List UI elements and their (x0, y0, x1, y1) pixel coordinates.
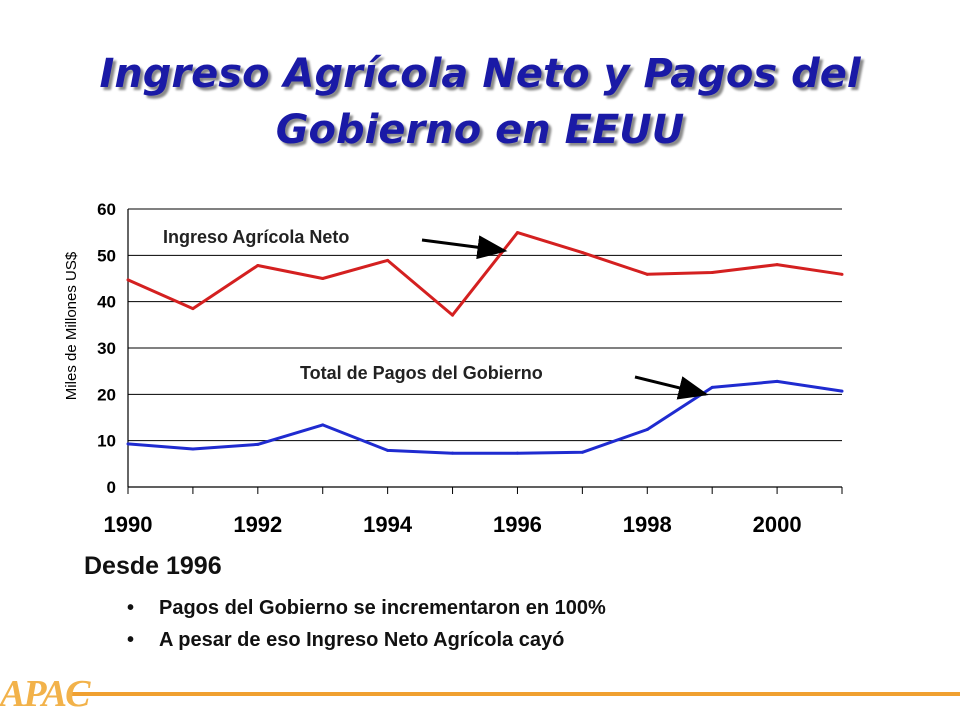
x-tick-label: 1990 (104, 512, 153, 537)
y-tick-label: 20 (97, 385, 116, 404)
y-tick-label: 10 (97, 432, 116, 451)
summary-bullet-text: A pesar de eso Ingreso Neto Agrícola cay… (159, 629, 565, 651)
y-tick-label: 30 (97, 339, 116, 358)
data-point (775, 263, 779, 267)
data-point (775, 379, 779, 383)
summary-bullet-text: Pagos del Gobierno se incrementaron en 1… (159, 597, 606, 619)
slide-title-line-2: Gobierno en EEUU (275, 107, 685, 153)
data-point (645, 428, 649, 432)
annotation-arrow (634, 375, 709, 400)
y-tick-label: 40 (97, 293, 116, 312)
data-point (191, 307, 195, 311)
slide-title-line-1: Ingreso Agrícola Neto y Pagos del (99, 51, 861, 97)
data-point (321, 423, 325, 427)
slide-title: Ingreso Agrícola Neto y Pagos del Gobier… (0, 46, 960, 158)
summary-heading: Desde 1996 (84, 552, 222, 580)
x-tick-label: 1992 (233, 512, 282, 537)
line-chart: 0 10 20 30 40 50 60 1990 1992 1994 1996 1998 2000 Mil… (63, 200, 844, 537)
data-point (451, 313, 455, 317)
data-point (191, 447, 195, 451)
series-line-1 (127, 231, 843, 317)
data-point (126, 278, 130, 282)
data-point (386, 448, 390, 452)
series-annotation-label: Total de Pagos del Gobierno (300, 363, 543, 383)
data-point (256, 442, 260, 446)
x-tick-label: 1996 (493, 512, 542, 537)
data-point (321, 277, 325, 280)
bullet-dot-icon: • (127, 629, 135, 651)
y-tick-label: 50 (97, 246, 116, 265)
data-point (126, 442, 130, 446)
summary-bullet-list: • Pagos del Gobierno se incrementaron en … (127, 592, 606, 656)
data-point (386, 258, 390, 262)
footer-divider (70, 692, 960, 696)
y-axis-label: Miles de Millones US$ (63, 251, 80, 400)
x-tick-label: 2000 (753, 512, 802, 537)
bullet-dot-icon: • (127, 597, 135, 619)
data-point (840, 389, 844, 393)
data-point (840, 272, 844, 276)
series-line-2 (127, 379, 843, 455)
data-point (645, 272, 649, 276)
data-point (256, 264, 260, 268)
apac-logo: APAC (0, 673, 90, 715)
data-point (515, 451, 519, 455)
data-point (710, 270, 714, 274)
data-point (515, 231, 519, 235)
series-annotation-label: Ingreso Agrícola Neto (163, 227, 349, 247)
y-tick-label: 0 (107, 478, 116, 497)
data-point (710, 385, 714, 389)
x-tick-label: 1998 (623, 512, 672, 537)
annotation-arrow (421, 235, 508, 260)
x-tick-label: 1994 (363, 512, 413, 537)
summary-bullet: • A pesar de eso Ingreso Neto Agrícola ca… (127, 624, 606, 656)
y-tick-label: 60 (97, 200, 116, 219)
data-point (451, 451, 455, 455)
data-point (580, 450, 584, 454)
summary-bullet: • Pagos del Gobierno se incrementaron en … (127, 592, 606, 624)
data-point (580, 251, 584, 255)
